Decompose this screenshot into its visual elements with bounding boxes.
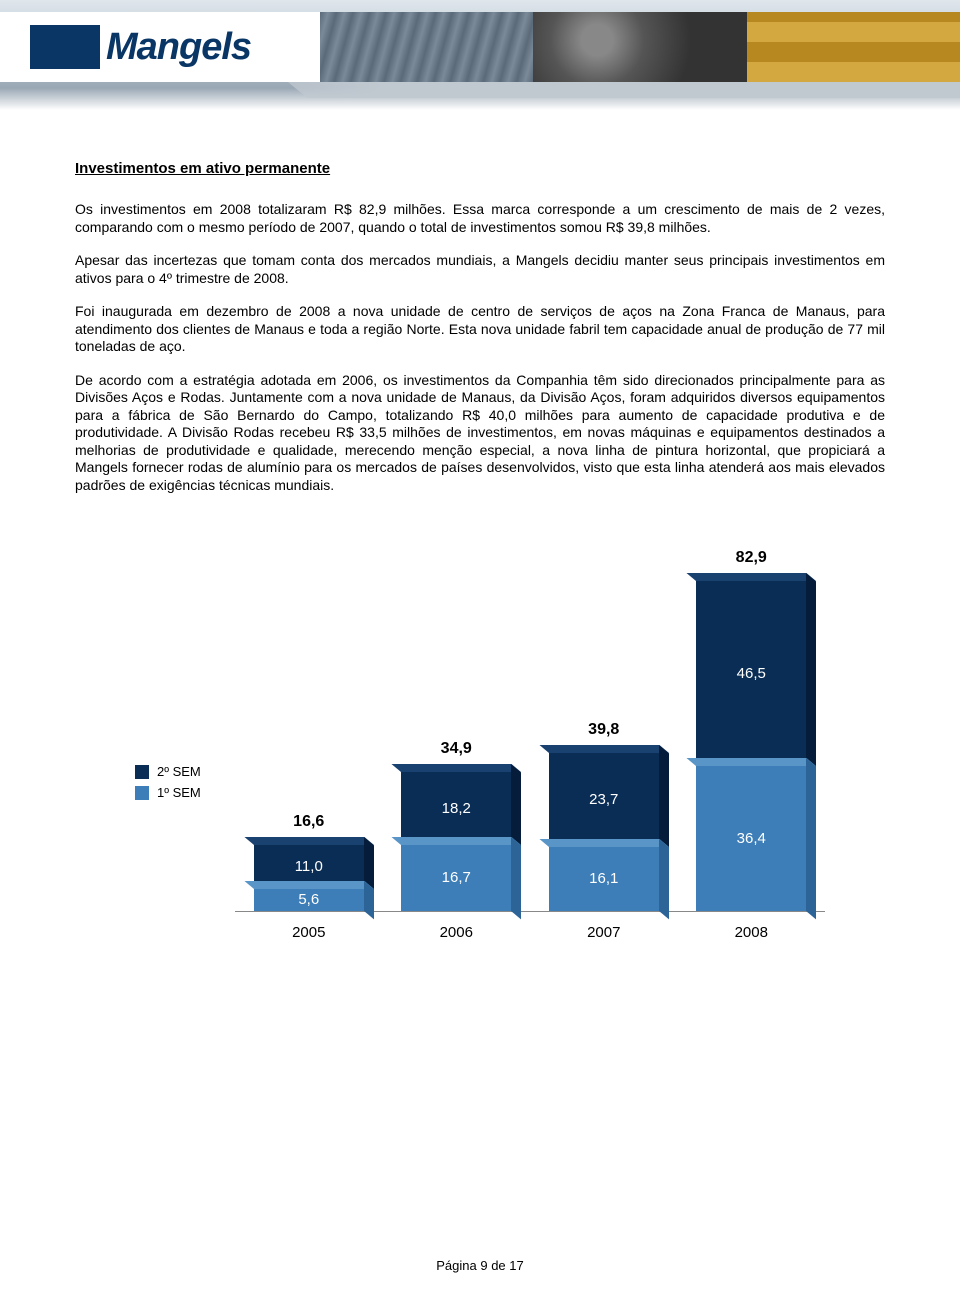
bar-total-label: 16,6 <box>293 813 324 831</box>
bar-segment-sem2: 23,7 <box>549 753 659 847</box>
bar-stack: 23,716,1 <box>549 753 659 911</box>
x-axis-label: 2005 <box>239 924 379 941</box>
bar-group-2005: 16,611,05,6 <box>239 845 379 911</box>
bar-segment-sem2: 46,5 <box>696 581 806 766</box>
bar-stack: 46,536,4 <box>696 581 806 911</box>
banner-stripe: Mangels <box>0 12 960 82</box>
legend-label-sem2: 2º SEM <box>157 764 201 779</box>
bar-segment-sem1: 16,7 <box>401 845 511 911</box>
paragraph-4: De acordo com a estratégia adotada em 20… <box>75 372 885 495</box>
bar-segment-sem1: 5,6 <box>254 889 364 911</box>
paragraph-2: Apesar das incertezas que tomam conta do… <box>75 252 885 287</box>
header-banner: Mangels <box>0 0 960 110</box>
bar-total-label: 39,8 <box>588 721 619 739</box>
legend-swatch-sem1 <box>135 786 149 800</box>
banner-image-pipes <box>320 12 533 82</box>
content-area: Investimentos em ativo permanente Os inv… <box>0 110 960 964</box>
paragraph-1: Os investimentos em 2008 totalizaram R$ … <box>75 201 885 236</box>
section-title: Investimentos em ativo permanente <box>75 160 885 177</box>
banner-image-cylinders <box>747 12 960 82</box>
bar-group-2008: 82,946,536,4 <box>681 581 821 911</box>
legend-label-sem1: 1º SEM <box>157 785 201 800</box>
legend-swatch-sem2 <box>135 765 149 779</box>
x-axis-label: 2008 <box>681 924 821 941</box>
investments-chart: 2º SEM 1º SEM 16,611,05,634,918,216,739,… <box>75 554 885 964</box>
logo-square-icon <box>30 25 100 69</box>
bar-total-label: 34,9 <box>441 740 472 758</box>
bar-stack: 18,216,7 <box>401 772 511 911</box>
logo-block: Mangels <box>0 12 320 82</box>
chart-legend: 2º SEM 1º SEM <box>135 764 201 806</box>
legend-item-sem1: 1º SEM <box>135 785 201 800</box>
bars-container: 16,611,05,634,918,216,739,823,716,182,94… <box>235 554 825 912</box>
logo-text: Mangels <box>106 26 251 69</box>
legend-item-sem2: 2º SEM <box>135 764 201 779</box>
banner-image-wheel <box>533 12 746 82</box>
banner-tail <box>0 82 960 98</box>
bar-group-2006: 34,918,216,7 <box>386 772 526 911</box>
paragraph-3: Foi inaugurada em dezembro de 2008 a nov… <box>75 303 885 356</box>
bar-stack: 11,05,6 <box>254 845 364 911</box>
page-footer: Página 9 de 17 <box>0 1258 960 1273</box>
bar-total-label: 82,9 <box>736 549 767 567</box>
bar-segment-sem1: 16,1 <box>549 847 659 911</box>
bar-group-2007: 39,823,716,1 <box>534 753 674 911</box>
x-axis-label: 2006 <box>386 924 526 941</box>
x-axis-label: 2007 <box>534 924 674 941</box>
x-axis-labels: 2005 2006 2007 2008 <box>235 924 825 941</box>
bar-segment-sem2: 18,2 <box>401 772 511 844</box>
banner-images <box>320 12 960 82</box>
bar-segment-sem1: 36,4 <box>696 766 806 911</box>
